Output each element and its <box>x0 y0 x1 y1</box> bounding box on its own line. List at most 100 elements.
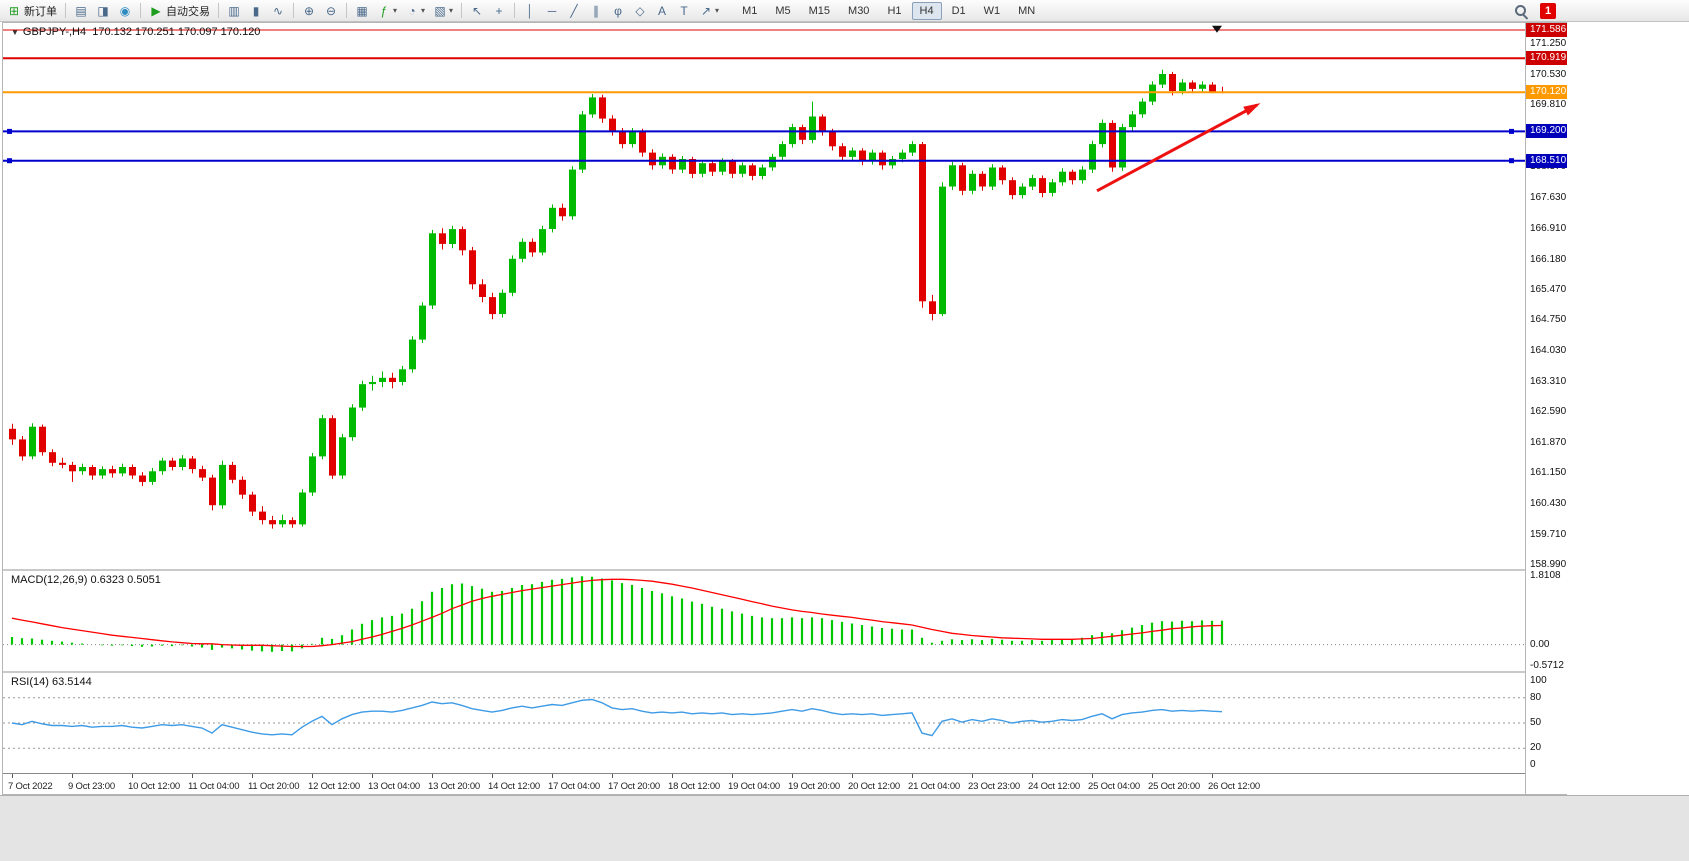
pane-separator-rsi[interactable] <box>3 671 1566 673</box>
notification-badge[interactable]: 1 <box>1540 3 1556 19</box>
bull-candle <box>219 464 226 506</box>
data-window-button[interactable]: ◉ <box>115 2 135 20</box>
timeframe-w1[interactable]: W1 <box>983 4 1001 17</box>
time-axis-tick <box>12 774 13 778</box>
macd-canvas[interactable] <box>3 571 1525 671</box>
time-axis-label: 19 Oct 20:00 <box>788 781 840 792</box>
main-chart-canvas[interactable] <box>3 23 1525 569</box>
candlestick-chart-button[interactable]: ▮ <box>246 2 266 20</box>
search-icon[interactable] <box>1514 4 1528 18</box>
pane-separator-macd[interactable] <box>3 569 1566 571</box>
trend-arrow-head <box>1243 103 1261 116</box>
trendline-button[interactable]: ╱ <box>564 2 584 20</box>
price-axis-tick: 0.00 <box>1530 639 1550 650</box>
time-axis-tick <box>972 774 973 778</box>
tile-windows-button[interactable]: ▦ <box>352 2 372 20</box>
cursor-button[interactable]: ↖ <box>467 2 487 20</box>
toolbar-separator <box>293 3 294 18</box>
vertical-line-icon: │ <box>526 3 534 18</box>
bear-candle <box>529 241 536 253</box>
channel-icon: ∥ <box>593 3 600 18</box>
bear-candle <box>709 163 716 172</box>
line-anchor[interactable] <box>7 128 12 134</box>
templates-button[interactable]: ▧ ▾ <box>430 2 456 20</box>
trend-arrow-object[interactable] <box>1096 103 1258 193</box>
price-axis-tick: 100 <box>1530 675 1547 686</box>
bear-candle <box>229 464 236 480</box>
timeframe-h4[interactable]: H4 <box>911 1 942 20</box>
bear-candle <box>729 161 736 174</box>
bear-candle <box>639 131 646 153</box>
zoom-in-button[interactable]: ⊕ <box>299 2 319 20</box>
autotrading-icon: ▶ <box>151 3 161 18</box>
time-axis-tick <box>672 774 673 778</box>
timeframe-h1[interactable]: H1 <box>887 4 902 17</box>
bull-candle <box>789 127 796 145</box>
line-chart-button[interactable]: ∿ <box>268 2 288 20</box>
text-button[interactable]: A <box>652 2 672 20</box>
line-anchor[interactable] <box>7 158 12 164</box>
chart-menu-icon[interactable]: ▼ <box>11 28 19 37</box>
print-button[interactable]: ▤ <box>71 2 91 20</box>
autotrading-button[interactable]: ▶ 自动交易 <box>146 2 213 20</box>
chart-window: 7 Oct 2022 9 Oct 23:00 10 Oct 12:00 11 Oct … <box>2 22 1567 795</box>
bear-candle <box>919 144 926 302</box>
line-anchor[interactable] <box>1509 158 1514 164</box>
bull-candle <box>449 229 456 244</box>
bear-candle <box>669 156 676 170</box>
bull-candle <box>969 173 976 191</box>
shapes-icon: ◇ <box>635 3 645 18</box>
periods-button[interactable]: ◔ ▾ <box>402 2 428 20</box>
down-arrow-marker[interactable] <box>1212 25 1222 33</box>
shapes-button[interactable]: ◇ <box>630 2 650 20</box>
price-axis-tick: 162.590 <box>1530 406 1567 417</box>
time-axis[interactable]: 7 Oct 2022 9 Oct 23:00 10 Oct 12:00 11 Oct … <box>3 773 1566 794</box>
bull-candle <box>1099 122 1106 145</box>
time-axis-label: 10 Oct 12:00 <box>128 781 180 792</box>
price-axis[interactable]: 171.250170.530169.810169.090168.370167.6… <box>1525 23 1567 794</box>
indicators-button[interactable]: ƒ ▾ <box>374 2 400 20</box>
timeframe-mn[interactable]: MN <box>1018 4 1036 17</box>
bar-chart-button[interactable]: ▥ <box>224 2 244 20</box>
bear-candle <box>59 462 66 465</box>
time-axis-label: 7 Oct 2022 <box>8 781 53 792</box>
bear-candle <box>619 131 626 145</box>
bull-candle <box>1089 144 1096 170</box>
bull-candle <box>539 229 546 253</box>
crosshair-button[interactable]: + <box>489 2 509 20</box>
timeframe-m1[interactable]: M1 <box>742 4 758 17</box>
horizontal-line-button[interactable]: ─ <box>542 2 562 20</box>
time-axis-label: 25 Oct 20:00 <box>1148 781 1200 792</box>
bear-candle <box>859 150 866 162</box>
time-axis-tick <box>912 774 913 778</box>
vertical-line-button[interactable]: │ <box>520 2 540 20</box>
line-anchor[interactable] <box>1509 128 1514 134</box>
bear-candle <box>259 511 266 521</box>
bear-candle <box>649 152 656 166</box>
bear-candle <box>609 118 616 132</box>
timeframe-m15[interactable]: M15 <box>808 4 831 17</box>
zoom-out-button[interactable]: ⊖ <box>321 2 341 20</box>
fibonacci-button[interactable]: φ <box>608 2 628 20</box>
bull-candle <box>369 382 376 385</box>
market-watch-button[interactable]: ◨ <box>93 2 113 20</box>
timeframe-m30[interactable]: M30 <box>848 4 870 17</box>
label-button[interactable]: T <box>674 2 694 20</box>
arrows-button[interactable]: ↗ ▾ <box>696 2 722 20</box>
new-order-button[interactable]: ⊞ 新订单 <box>4 2 60 20</box>
rsi-canvas[interactable] <box>3 673 1525 773</box>
rsi-indicator-label: RSI(14) 63.5144 <box>11 676 92 688</box>
time-axis-label: 23 Oct 23:00 <box>968 781 1020 792</box>
bear-candle <box>1009 180 1016 196</box>
timeframe-d1[interactable]: D1 <box>951 4 966 17</box>
time-axis-tick <box>1092 774 1093 778</box>
price-axis-tick: 80 <box>1530 692 1542 703</box>
toolbar: ⊞ 新订单 ▤ ◨ ◉ ▶ 自动交易 ▥ ▮ ∿ ⊕ ⊖ ▦ ƒ ▾ ◔ ▾ ▧ ▾ ↖ + │ ─ ╱ ∥ φ ◇ A T ↗ ▾ M1 M… <box>0 0 1689 22</box>
price-tag: 168.510 <box>1526 154 1567 168</box>
data-window-icon: ◉ <box>119 3 131 18</box>
channel-button[interactable]: ∥ <box>586 2 606 20</box>
bear-candle <box>489 297 496 315</box>
zoom-out-icon: ⊖ <box>325 3 337 18</box>
timeframe-m5[interactable]: M5 <box>775 4 791 17</box>
bull-candle <box>399 369 406 382</box>
